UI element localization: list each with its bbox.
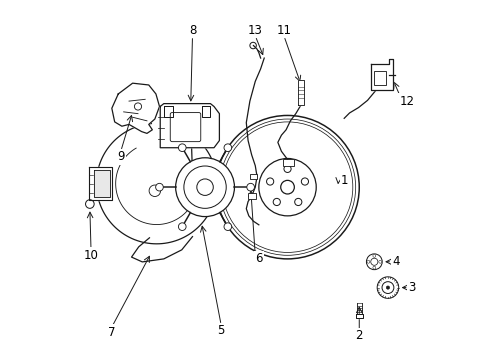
Text: 6: 6 [255,252,262,265]
FancyBboxPatch shape [249,174,257,179]
Polygon shape [94,170,110,197]
Circle shape [178,223,186,230]
Text: 10: 10 [83,249,98,262]
Circle shape [224,144,231,152]
Polygon shape [370,59,392,90]
Text: 2: 2 [355,329,362,342]
Circle shape [246,183,254,191]
Circle shape [366,254,382,270]
Circle shape [224,223,231,230]
Polygon shape [160,104,219,148]
Polygon shape [201,107,210,117]
Circle shape [175,158,234,217]
Text: 3: 3 [408,281,415,294]
Text: 8: 8 [188,24,196,37]
Circle shape [372,255,375,257]
Circle shape [178,144,186,152]
Circle shape [378,260,381,263]
Circle shape [366,260,369,263]
Text: 13: 13 [247,24,262,37]
Text: 9: 9 [117,150,124,163]
Text: 11: 11 [276,24,291,37]
Circle shape [155,183,163,191]
Text: 5: 5 [217,324,224,337]
Polygon shape [112,83,159,134]
Circle shape [372,266,375,269]
Text: 12: 12 [399,95,414,108]
Polygon shape [88,167,112,200]
FancyBboxPatch shape [247,193,255,199]
Circle shape [386,286,389,289]
Text: 1: 1 [341,174,348,186]
FancyBboxPatch shape [283,159,293,166]
Text: 7: 7 [108,326,115,339]
Text: 4: 4 [391,255,399,268]
Polygon shape [163,107,172,117]
Polygon shape [298,80,304,105]
Polygon shape [355,314,362,319]
